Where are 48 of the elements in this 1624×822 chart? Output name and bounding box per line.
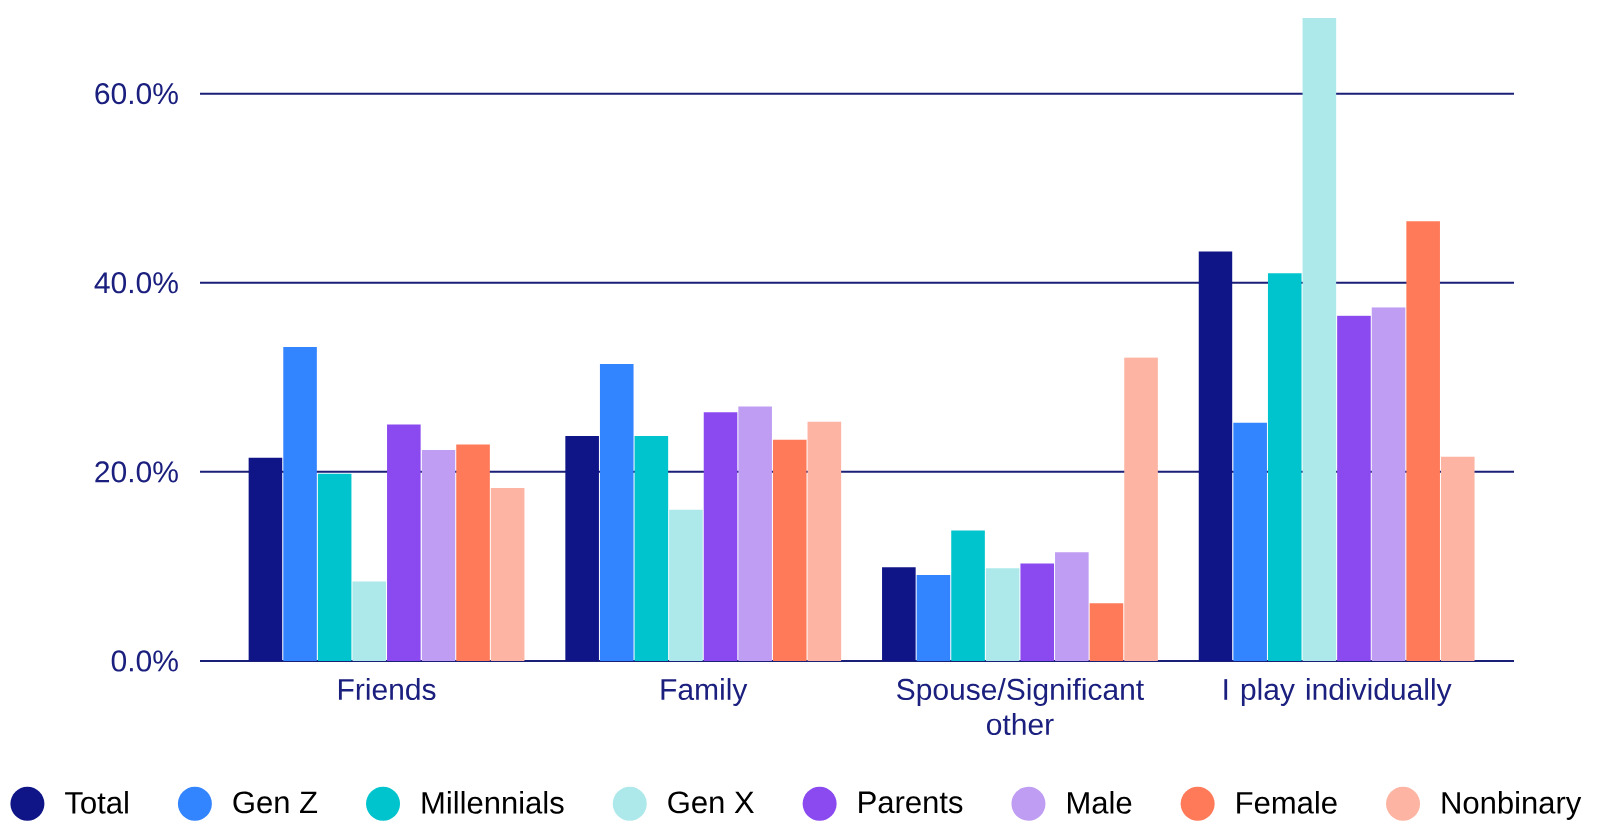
bar bbox=[352, 581, 387, 661]
y-tick-label: 0.0% bbox=[111, 650, 178, 672]
bar bbox=[317, 473, 352, 661]
bar bbox=[421, 450, 456, 661]
bar bbox=[634, 435, 669, 661]
x-tick-label: Friends bbox=[338, 678, 436, 701]
bar bbox=[1302, 17, 1337, 661]
legend-label: Male bbox=[1068, 791, 1132, 814]
bar bbox=[1440, 456, 1475, 661]
bar bbox=[951, 530, 985, 661]
legend-label: Female bbox=[1237, 791, 1337, 814]
bar bbox=[1020, 563, 1055, 661]
bar bbox=[703, 412, 738, 661]
bar bbox=[248, 457, 283, 661]
legend-label: Gen Z bbox=[233, 791, 318, 814]
bar bbox=[1124, 357, 1158, 661]
legend-label: Parents bbox=[859, 791, 963, 814]
bar bbox=[1371, 307, 1406, 661]
bar bbox=[1055, 552, 1089, 661]
bar bbox=[916, 574, 951, 661]
legend-label: Millennials bbox=[422, 791, 564, 814]
x-tick-label: I play individually bbox=[1224, 678, 1452, 706]
legend-label: Total bbox=[65, 791, 128, 814]
bar bbox=[456, 444, 490, 661]
bar bbox=[1089, 603, 1124, 661]
bar bbox=[807, 421, 842, 661]
bar bbox=[599, 364, 634, 661]
bar bbox=[1267, 273, 1302, 661]
bar bbox=[283, 347, 317, 661]
legend-label: Gen X bbox=[668, 791, 754, 814]
bar bbox=[882, 567, 916, 661]
x-tick-label: Spouse/Significant other bbox=[897, 678, 1144, 736]
bar bbox=[1406, 221, 1440, 661]
y-tick-label: 40.0% bbox=[94, 272, 178, 294]
y-tick-label: 20.0% bbox=[95, 461, 178, 483]
bar bbox=[985, 568, 1020, 661]
bar bbox=[1233, 422, 1267, 661]
bar bbox=[669, 509, 703, 661]
bar bbox=[490, 487, 525, 661]
bar bbox=[1337, 315, 1371, 661]
bar bbox=[387, 424, 421, 661]
x-tick-label: Family bbox=[661, 678, 748, 706]
bar bbox=[772, 439, 807, 661]
legend-label: Nonbinary bbox=[1442, 791, 1582, 820]
bar bbox=[738, 406, 772, 661]
bar bbox=[1198, 251, 1233, 661]
y-tick-label: 60.0% bbox=[95, 83, 178, 105]
bar bbox=[565, 435, 599, 661]
